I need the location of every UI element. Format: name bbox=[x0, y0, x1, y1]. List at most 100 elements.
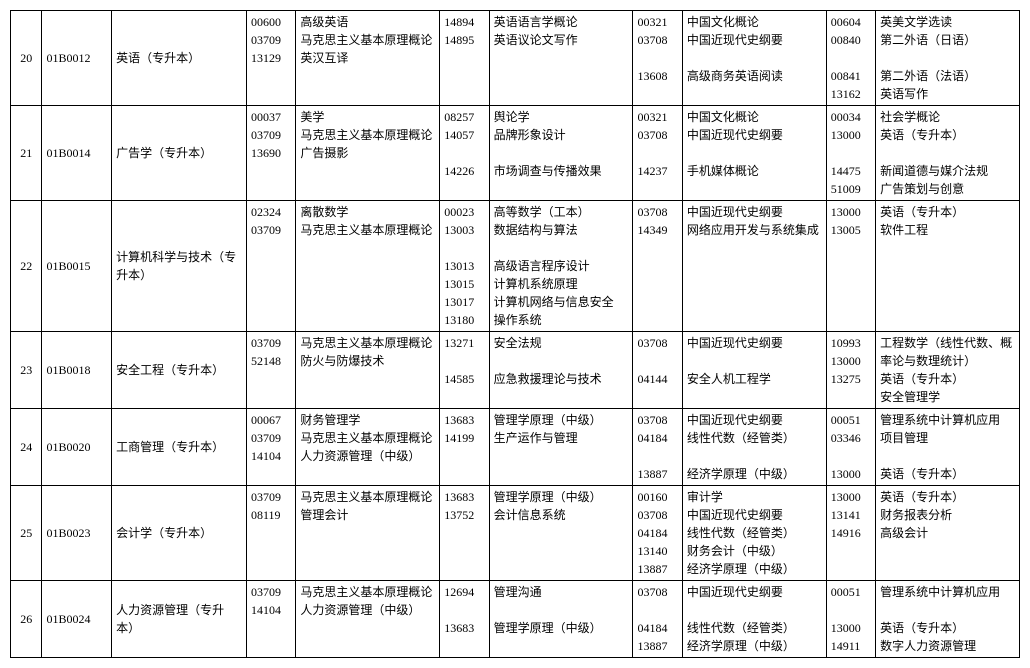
course-code-cell: 0370914104 bbox=[246, 581, 295, 658]
course-name: 安全人机工程学 bbox=[687, 370, 822, 388]
course-name: 离散数学 bbox=[300, 203, 435, 221]
course-name: 管理学原理（中级） bbox=[494, 488, 629, 506]
course-name-cell: 高级英语马克思主义基本原理概论英汉互译 bbox=[296, 11, 440, 106]
course-name: 马克思主义基本原理概论 bbox=[300, 429, 435, 447]
course-code: 04184 bbox=[637, 619, 677, 637]
course-code: 00023 bbox=[444, 203, 484, 221]
course-name-cell: 管理学原理（中级）生产运作与管理 bbox=[489, 409, 633, 486]
course-code: 14057 bbox=[444, 126, 484, 144]
major-code: 01B0023 bbox=[42, 486, 112, 581]
course-code: 03708 bbox=[637, 126, 677, 144]
major-name: 广告学（专升本） bbox=[112, 106, 247, 201]
table-row: 2101B0014广告学（专升本）000370370913690美学马克思主义基… bbox=[11, 106, 1020, 201]
course-code: 52148 bbox=[251, 352, 291, 370]
course-table: 2001B0012英语（专升本）006000370913129高级英语马克思主义… bbox=[10, 10, 1020, 658]
course-name: 马克思主义基本原理概论 bbox=[300, 221, 435, 239]
course-code: 03709 bbox=[251, 429, 291, 447]
course-code: 13275 bbox=[831, 370, 871, 388]
major-name: 英语（专升本） bbox=[112, 11, 247, 106]
course-name-cell: 管理系统中计算机应用项目管理 英语（专升本） bbox=[876, 409, 1020, 486]
course-name: 经济学原理（中级） bbox=[687, 637, 822, 655]
course-name: 管理系统中计算机应用 bbox=[880, 411, 1015, 429]
course-code: 13608 bbox=[637, 67, 677, 85]
course-code: 13887 bbox=[637, 465, 677, 483]
course-name-cell: 英语（专升本）软件工程 bbox=[876, 201, 1020, 332]
course-name: 中国文化概论 bbox=[687, 108, 822, 126]
course-code: 13000 bbox=[831, 126, 871, 144]
course-name-cell: 离散数学马克思主义基本原理概论 bbox=[296, 201, 440, 332]
course-code: 13887 bbox=[637, 560, 677, 578]
row-index: 26 bbox=[11, 581, 42, 658]
course-name: 生产运作与管理 bbox=[494, 429, 629, 447]
course-code: 00841 bbox=[831, 67, 871, 85]
major-code: 01B0012 bbox=[42, 11, 112, 106]
course-name bbox=[494, 239, 629, 257]
course-name: 计算机网络与信息安全 bbox=[494, 293, 629, 311]
course-name: 数据结构与算法 bbox=[494, 221, 629, 239]
course-code: 08257 bbox=[444, 108, 484, 126]
course-name-cell: 财务管理学马克思主义基本原理概论人力资源管理（中级） bbox=[296, 409, 440, 486]
course-name bbox=[687, 144, 822, 162]
course-name-cell: 中国近现代史纲要线性代数（经管类） 经济学原理（中级） bbox=[682, 409, 826, 486]
course-name-cell: 英语（专升本）财务报表分析高级会计 bbox=[876, 486, 1020, 581]
course-code: 12694 bbox=[444, 583, 484, 601]
course-name-cell: 美学马克思主义基本原理概论广告摄影 bbox=[296, 106, 440, 201]
course-name: 马克思主义基本原理概论 bbox=[300, 31, 435, 49]
table-row: 2401B0020工商管理（专升本）000670370914104财务管理学马克… bbox=[11, 409, 1020, 486]
course-code: 13005 bbox=[831, 221, 871, 239]
course-name: 线性代数（经管类） bbox=[687, 524, 822, 542]
course-name: 英美文学选读 bbox=[880, 13, 1015, 31]
major-name: 安全工程（专升本） bbox=[112, 332, 247, 409]
course-name: 线性代数（经管类） bbox=[687, 429, 822, 447]
course-code bbox=[831, 601, 871, 619]
course-code: 14237 bbox=[637, 162, 677, 180]
course-name: 市场调查与传播效果 bbox=[494, 162, 629, 180]
course-name: 中国近现代史纲要 bbox=[687, 583, 822, 601]
course-name: 英语议论文写作 bbox=[494, 31, 629, 49]
course-code: 13271 bbox=[444, 334, 484, 352]
course-name: 软件工程 bbox=[880, 221, 1015, 239]
course-code: 13017 bbox=[444, 293, 484, 311]
course-code bbox=[637, 49, 677, 67]
table-row: 2601B0024人力资源管理（专升本）0370914104马克思主义基本原理概… bbox=[11, 581, 1020, 658]
course-name-cell: 管理系统中计算机应用 英语（专升本）数字人力资源管理 bbox=[876, 581, 1020, 658]
course-name-cell: 审计学中国近现代史纲要线性代数（经管类）财务会计（中级）经济学原理（中级） bbox=[682, 486, 826, 581]
course-code: 13683 bbox=[444, 411, 484, 429]
course-code-cell: 000370370913690 bbox=[246, 106, 295, 201]
course-code: 03709 bbox=[251, 31, 291, 49]
course-name-cell: 社会学概论英语（专升本） 新闻道德与媒介法规广告策划与创意 bbox=[876, 106, 1020, 201]
course-code: 13000 bbox=[831, 488, 871, 506]
course-name-cell: 中国文化概论中国近现代史纲要 高级商务英语阅读 bbox=[682, 11, 826, 106]
course-code bbox=[444, 601, 484, 619]
course-code: 13013 bbox=[444, 257, 484, 275]
course-name bbox=[687, 447, 822, 465]
course-code: 03709 bbox=[251, 221, 291, 239]
course-name bbox=[880, 144, 1015, 162]
major-code: 01B0018 bbox=[42, 332, 112, 409]
course-code bbox=[444, 352, 484, 370]
course-code: 14916 bbox=[831, 524, 871, 542]
course-code-cell: 0032103708 14237 bbox=[633, 106, 682, 201]
major-name: 会计学（专升本） bbox=[112, 486, 247, 581]
course-name: 英语（专升本） bbox=[880, 619, 1015, 637]
course-code bbox=[637, 144, 677, 162]
course-code bbox=[444, 239, 484, 257]
course-name: 人力资源管理（中级） bbox=[300, 447, 435, 465]
course-name: 手机媒体概论 bbox=[687, 162, 822, 180]
course-name bbox=[880, 601, 1015, 619]
course-name: 英汉互译 bbox=[300, 49, 435, 67]
course-name: 高级语言程序设计 bbox=[494, 257, 629, 275]
course-code-cell: 0232403709 bbox=[246, 201, 295, 332]
course-code: 03708 bbox=[637, 583, 677, 601]
course-name: 品牌形象设计 bbox=[494, 126, 629, 144]
course-name bbox=[494, 144, 629, 162]
course-code-cell: 1368313752 bbox=[440, 486, 489, 581]
course-code bbox=[637, 447, 677, 465]
course-code-cell: 0370814349 bbox=[633, 201, 682, 332]
course-name: 操作系统 bbox=[494, 311, 629, 329]
course-code: 02324 bbox=[251, 203, 291, 221]
course-code bbox=[637, 601, 677, 619]
course-code: 04184 bbox=[637, 524, 677, 542]
course-code: 00321 bbox=[637, 108, 677, 126]
row-index: 22 bbox=[11, 201, 42, 332]
